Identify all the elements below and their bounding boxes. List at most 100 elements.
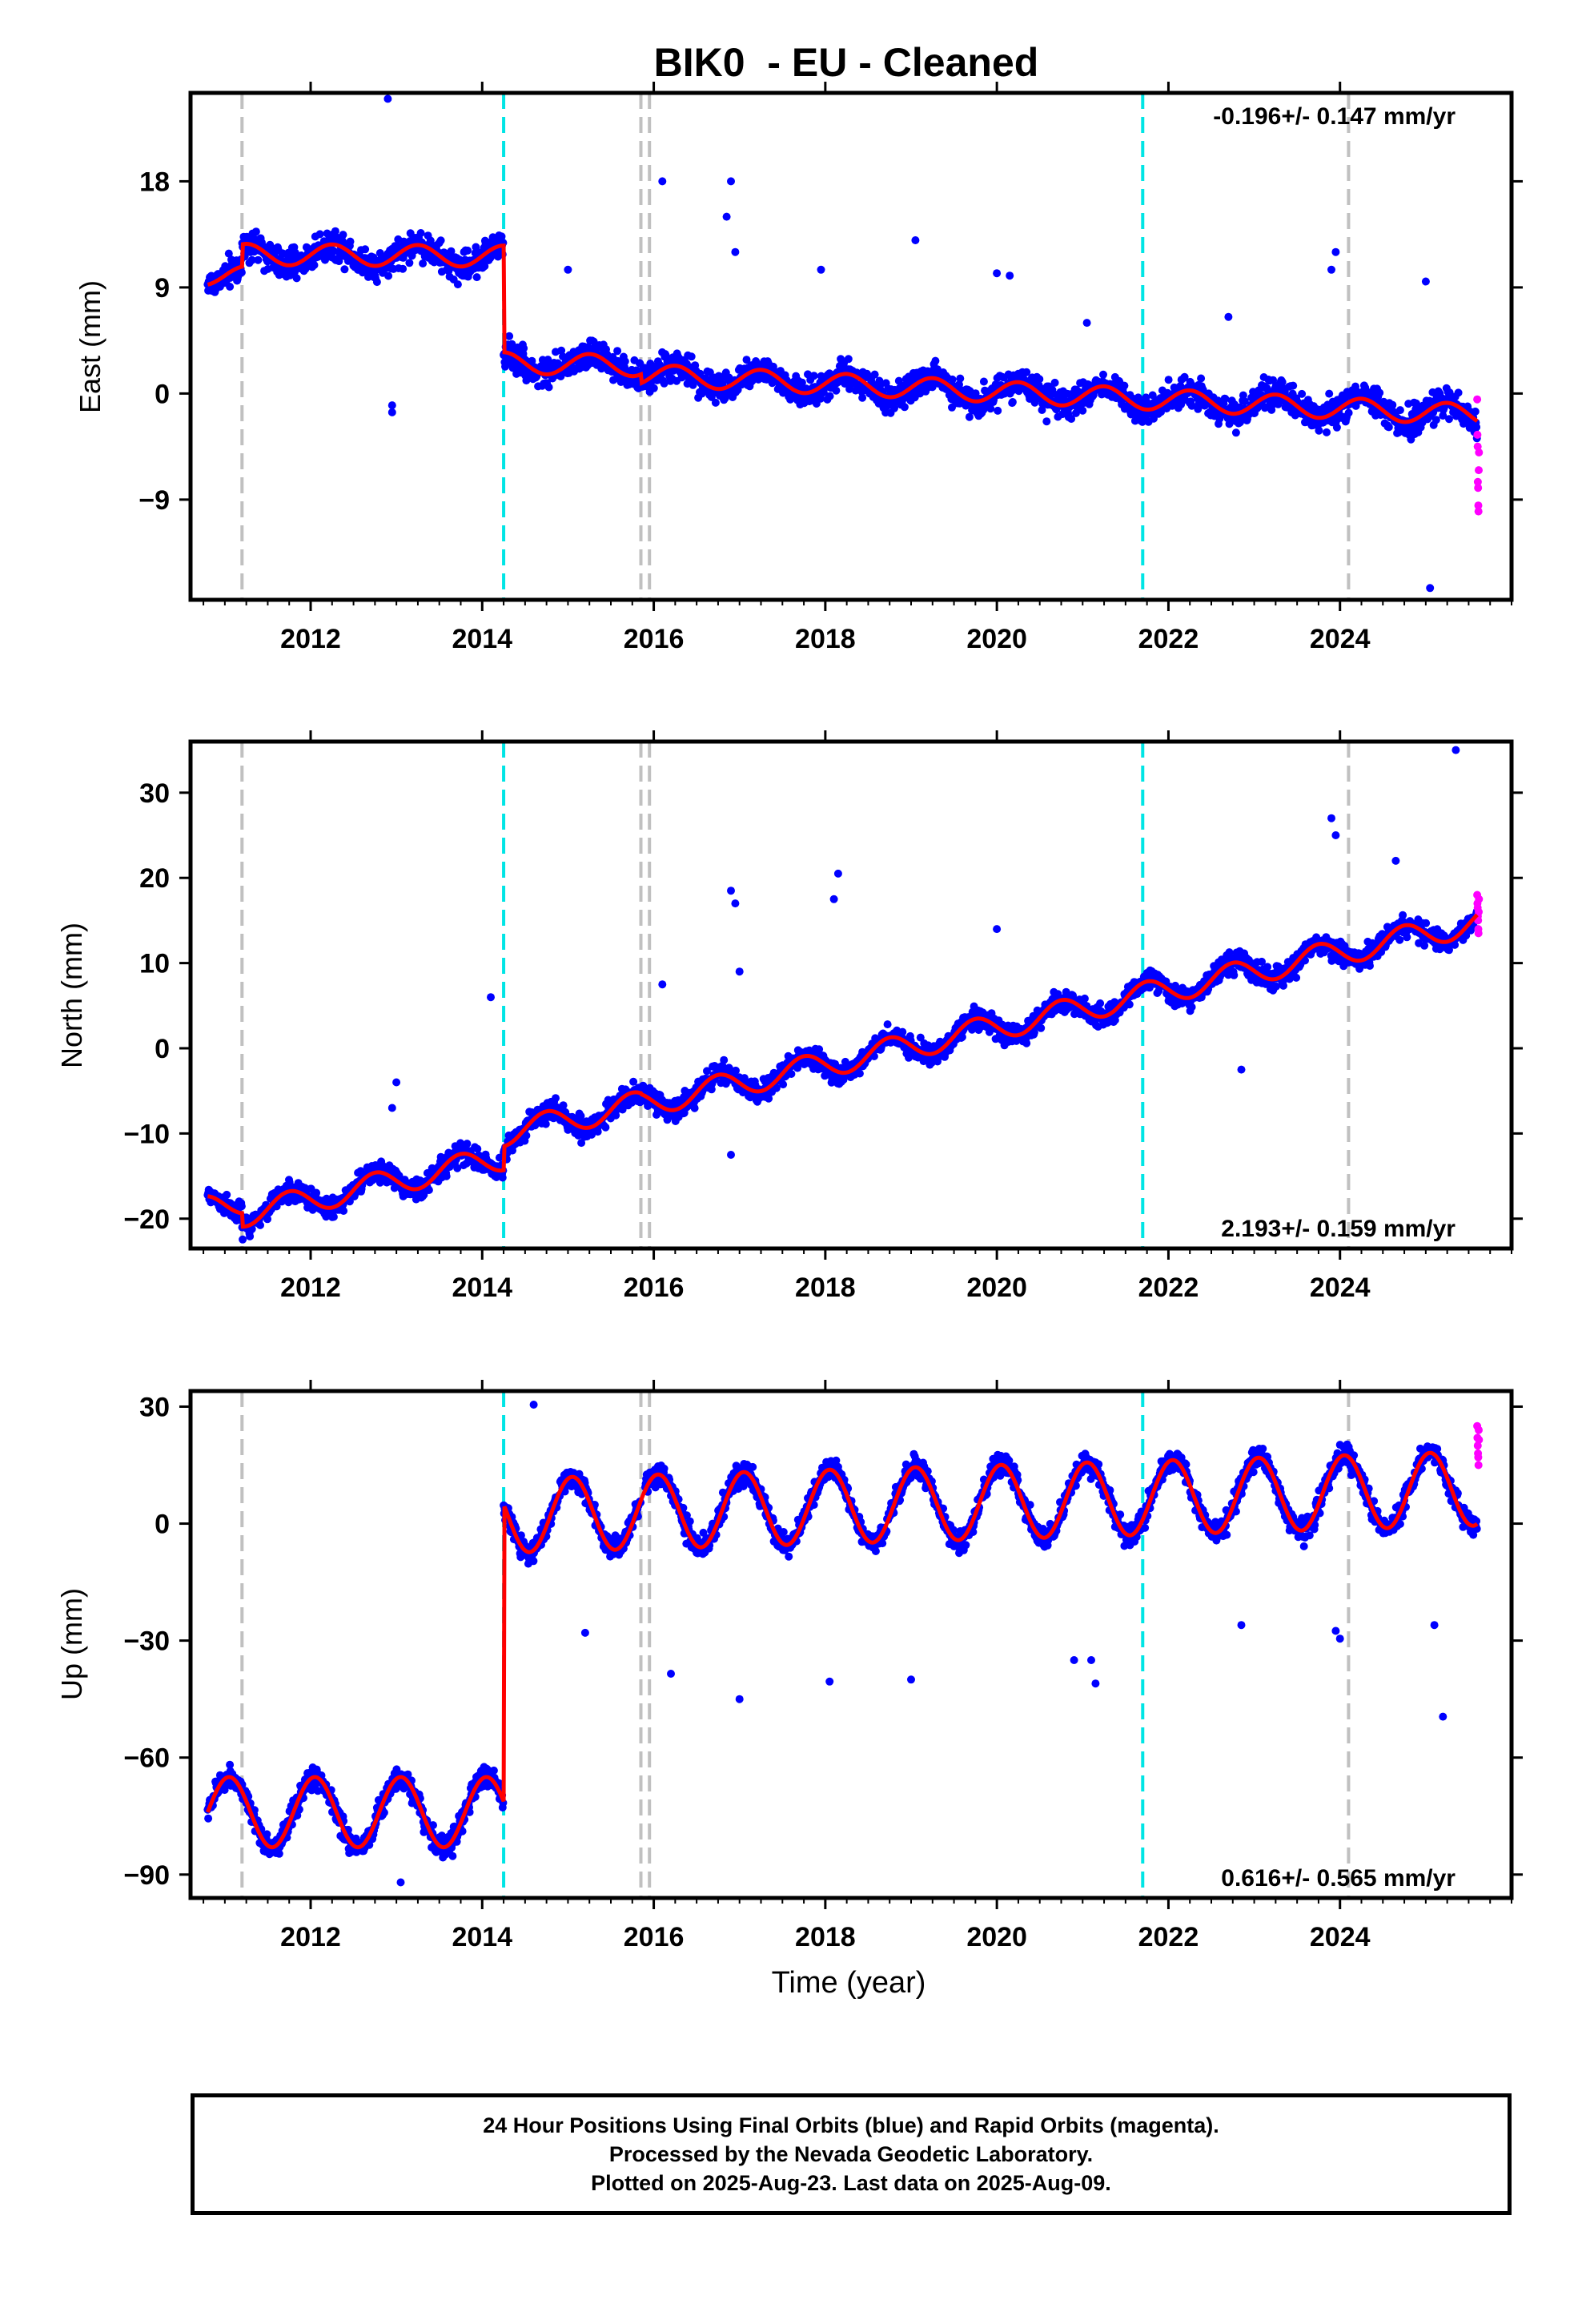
east-data-point — [1050, 378, 1059, 387]
east-data-point — [1472, 423, 1481, 432]
east-data-point — [292, 274, 301, 283]
east-data-point — [436, 236, 445, 245]
east-data-point — [825, 392, 834, 400]
north-data-point — [1080, 994, 1089, 1003]
east-data-point — [522, 376, 531, 385]
east-data-point — [1289, 381, 1298, 390]
east-data-point — [956, 374, 965, 383]
north-data-point — [424, 1186, 433, 1194]
north-data-point — [1096, 999, 1105, 1007]
north-data-point — [779, 1080, 788, 1089]
east-rapid-point — [1475, 448, 1484, 456]
east-data-point — [226, 283, 235, 291]
north-data-point — [1395, 935, 1404, 944]
east-data-point — [331, 227, 339, 235]
east-data-point — [979, 377, 988, 386]
east-data-point — [346, 237, 355, 246]
east-data-point — [310, 261, 319, 269]
north-panel: 2012 2014 2016 2018 2020 2022 2024−20−10010203… — [55, 730, 1523, 1303]
north-data-point — [1263, 963, 1272, 971]
east-data-point — [696, 369, 705, 378]
east-outlier-point — [722, 212, 731, 221]
east-data-point — [809, 372, 818, 380]
east-data-point — [1388, 400, 1397, 409]
east-x-tick-label: 2024 — [1310, 624, 1371, 654]
east-data-point — [687, 352, 696, 361]
east-data-point — [1325, 389, 1334, 398]
east-data-point — [1315, 426, 1323, 435]
east-data-point — [1332, 423, 1341, 432]
east-outlier-point — [817, 265, 825, 274]
east-data-point — [1454, 388, 1463, 397]
east-data-point — [900, 403, 909, 412]
north-data-point — [1292, 973, 1301, 982]
east-data-point — [620, 357, 629, 366]
east-data-point — [464, 246, 472, 255]
east-data-point — [1035, 375, 1044, 384]
east-data-point — [1197, 374, 1206, 383]
east-data-point — [384, 271, 393, 280]
east-outlier-point — [1006, 271, 1014, 280]
east-outlier-point — [383, 94, 392, 103]
north-data-point — [787, 1070, 796, 1078]
east-rapid-point — [1474, 507, 1483, 516]
east-data-point — [832, 386, 841, 395]
east-data-point — [247, 255, 256, 264]
east-data-point — [1231, 428, 1240, 437]
east-data-point — [472, 273, 481, 282]
east-outlier-point — [731, 247, 740, 256]
north-data-point — [442, 1172, 451, 1180]
north-data-point — [1403, 933, 1411, 942]
east-outlier-point — [387, 401, 396, 410]
east-outlier-point — [564, 265, 572, 274]
north-data-point — [559, 1101, 568, 1110]
east-data-point — [1395, 406, 1404, 415]
east-data-point — [1445, 415, 1453, 424]
east-data-point — [1471, 407, 1480, 416]
east-data-point — [291, 248, 299, 257]
east-outlier-point — [658, 177, 667, 186]
north-data-point — [720, 1055, 729, 1064]
north-data-point — [601, 1123, 610, 1132]
east-data-point — [711, 398, 720, 407]
north-data-point — [237, 1202, 246, 1211]
east-y-axis-label: East (mm) — [74, 280, 106, 413]
east-x-tick-label: 2018 — [795, 624, 856, 654]
east-data-point — [480, 262, 489, 271]
east-data-point — [1384, 423, 1393, 432]
east-data-point — [1375, 388, 1384, 397]
east-outlier-point — [1426, 584, 1435, 593]
east-data-point — [505, 332, 514, 340]
east-data-point — [1042, 417, 1051, 426]
north-data-point — [246, 1232, 255, 1240]
east-rapid-point — [1475, 466, 1483, 475]
north-data-point — [552, 1094, 560, 1103]
east-data-point — [339, 231, 347, 239]
east-data-point — [858, 393, 867, 402]
north-data-point — [1279, 981, 1287, 990]
east-data-point — [660, 379, 669, 388]
east-data-point — [797, 378, 806, 387]
east-data-point — [405, 259, 414, 267]
east-data-point — [544, 383, 553, 392]
north-data-point — [1022, 1039, 1031, 1047]
east-data-point — [372, 278, 381, 287]
east-rapid-point — [1474, 484, 1483, 493]
east-data-point — [649, 384, 658, 392]
east-data-point — [742, 356, 751, 364]
east-outlier-point — [727, 177, 735, 186]
east-data-point — [315, 230, 324, 239]
north-data-point — [1125, 1000, 1134, 1009]
east-y-tick-label: −9 — [139, 485, 170, 516]
east-data-point — [251, 227, 260, 236]
east-x-tick-label: 2022 — [1138, 624, 1199, 654]
east-x-tick-label: 2016 — [624, 624, 685, 654]
east-outlier-point — [993, 269, 1002, 278]
north-data-point — [1366, 962, 1374, 970]
north-data-point — [223, 1190, 231, 1199]
east-outlier-point — [1421, 277, 1430, 286]
east-x-tick-label: 2012 — [280, 624, 341, 654]
north-data-point — [312, 1188, 321, 1197]
